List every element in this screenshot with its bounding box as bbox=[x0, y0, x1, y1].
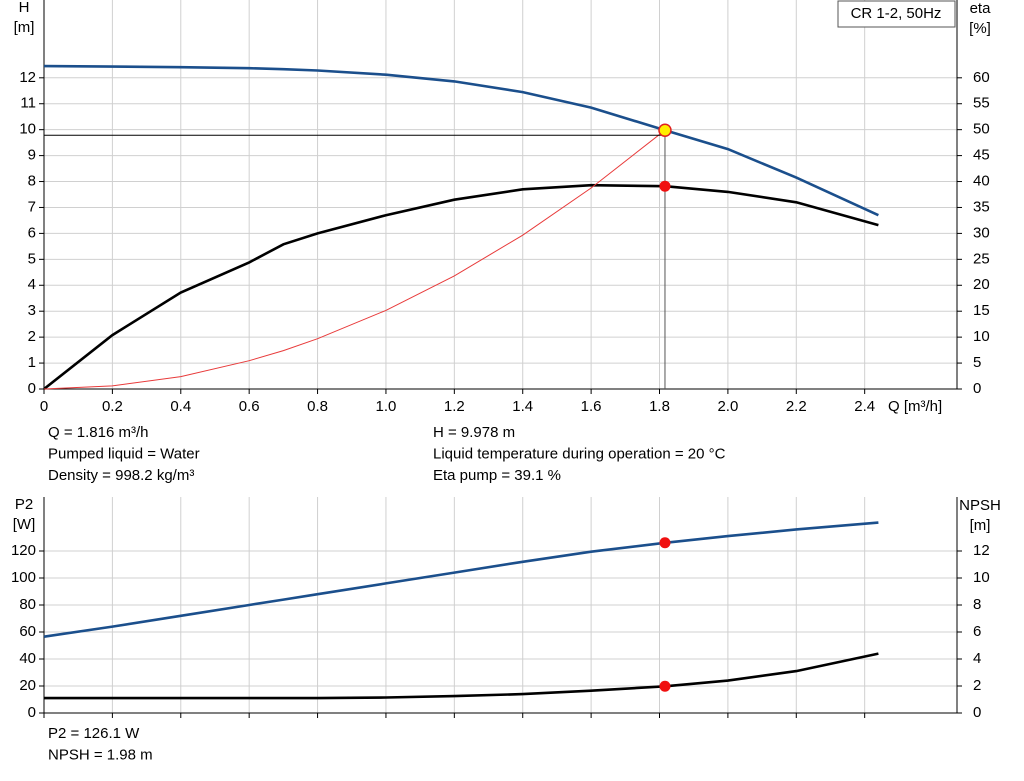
y-tick-label: 0 bbox=[28, 380, 36, 397]
info-text: Liquid temperature during operation = 20… bbox=[433, 445, 726, 462]
y-axis-unit: [m] bbox=[14, 19, 35, 36]
y2-tick-label: 10 bbox=[973, 569, 990, 586]
info-text: Pumped liquid = Water bbox=[48, 445, 200, 462]
x-tick-label: 0.4 bbox=[170, 398, 191, 415]
y-tick-label: 3 bbox=[28, 302, 36, 319]
y-tick-label: 11 bbox=[20, 95, 36, 112]
y2-tick-label: 20 bbox=[973, 276, 990, 293]
y-tick-label: 6 bbox=[28, 224, 36, 241]
series-line bbox=[43, 521, 879, 638]
y2-tick-label: 4 bbox=[973, 650, 981, 667]
y-tick-label: 1 bbox=[28, 354, 36, 371]
x-tick-label: 0.6 bbox=[239, 398, 260, 415]
y2-tick-label: 5 bbox=[973, 354, 981, 371]
info-text: H = 9.978 m bbox=[433, 424, 515, 441]
y-tick-label: 100 bbox=[11, 569, 36, 586]
y2-tick-label: 2 bbox=[973, 677, 981, 694]
y2-tick-label: 35 bbox=[973, 198, 990, 215]
series-line bbox=[43, 129, 666, 390]
x-tick-label: 1.8 bbox=[649, 398, 670, 415]
p2-point bbox=[659, 537, 671, 549]
legend-box bbox=[837, 0, 956, 28]
y2-tick-label: 40 bbox=[973, 173, 990, 190]
y-tick-label: 2 bbox=[28, 328, 36, 345]
y2-axis-unit: [%] bbox=[969, 20, 991, 37]
y2-axis-title: eta bbox=[970, 0, 992, 17]
y-axis-title: P2 bbox=[15, 496, 33, 513]
series-line bbox=[43, 64, 879, 217]
npsh-point bbox=[659, 680, 671, 692]
x-tick-label: 2.0 bbox=[717, 398, 738, 415]
x-tick-label: 1.2 bbox=[444, 398, 465, 415]
y-tick-label: 0 bbox=[28, 704, 36, 721]
y2-axis-title: NPSH bbox=[959, 497, 1001, 514]
x-tick-label: 2.2 bbox=[786, 398, 807, 415]
y-tick-label: 4 bbox=[28, 276, 36, 293]
y-tick-label: 10 bbox=[19, 121, 36, 138]
x-tick-label: 1.6 bbox=[581, 398, 602, 415]
y2-tick-label: 45 bbox=[973, 147, 990, 164]
legend-label: CR 1-2, 50Hz bbox=[851, 5, 942, 22]
y2-tick-label: 30 bbox=[973, 224, 990, 241]
y-axis-unit: [W] bbox=[13, 516, 36, 533]
y-tick-label: 12 bbox=[19, 69, 36, 86]
y-tick-label: 5 bbox=[28, 250, 36, 267]
info-text: NPSH = 1.98 m bbox=[48, 746, 153, 763]
y2-tick-label: 25 bbox=[973, 250, 990, 267]
y-tick-label: 8 bbox=[28, 173, 36, 190]
y-tick-label: 9 bbox=[28, 147, 36, 164]
y2-tick-label: 10 bbox=[973, 328, 990, 345]
y2-tick-label: 0 bbox=[973, 704, 981, 721]
x-tick-label: 2.4 bbox=[854, 398, 875, 415]
y2-tick-label: 6 bbox=[973, 623, 981, 640]
y2-tick-label: 55 bbox=[973, 95, 990, 112]
x-tick-label: 0.2 bbox=[102, 398, 123, 415]
y2-tick-label: 60 bbox=[973, 69, 990, 86]
y2-tick-label: 8 bbox=[973, 596, 981, 613]
x-axis-title: Q [m³/h] bbox=[888, 398, 942, 415]
y-tick-label: 60 bbox=[19, 623, 36, 640]
series-line bbox=[43, 183, 879, 391]
x-tick-label: 0.8 bbox=[307, 398, 328, 415]
info-text: P2 = 126.1 W bbox=[48, 725, 140, 742]
y-tick-label: 120 bbox=[11, 542, 36, 559]
y-tick-label: 20 bbox=[19, 677, 36, 694]
x-tick-label: 1.4 bbox=[512, 398, 533, 415]
y-tick-label: 80 bbox=[19, 596, 36, 613]
info-text: Eta pump = 39.1 % bbox=[433, 467, 561, 484]
y2-axis-unit: [m] bbox=[970, 517, 991, 534]
y2-tick-label: 50 bbox=[973, 121, 990, 138]
y-axis-title: H bbox=[19, 0, 30, 16]
info-text: Q = 1.816 m³/h bbox=[48, 424, 148, 441]
y2-tick-label: 12 bbox=[973, 542, 990, 559]
eta-point bbox=[659, 180, 671, 192]
y-tick-label: 7 bbox=[28, 198, 36, 215]
info-text: Density = 998.2 kg/m³ bbox=[48, 467, 194, 484]
x-tick-label: 1.0 bbox=[376, 398, 397, 415]
operating-point bbox=[658, 123, 672, 137]
y-tick-label: 40 bbox=[19, 650, 36, 667]
y2-tick-label: 0 bbox=[973, 380, 981, 397]
y2-tick-label: 15 bbox=[973, 302, 990, 319]
series-line bbox=[44, 652, 879, 700]
x-tick-label: 0 bbox=[40, 398, 48, 415]
